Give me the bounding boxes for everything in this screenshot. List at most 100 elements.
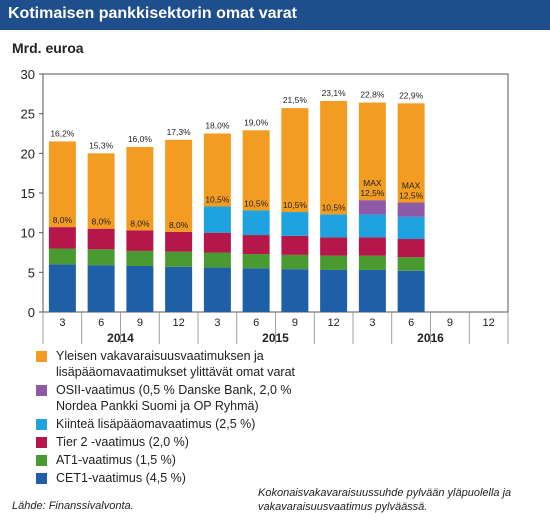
total-ratio-label: 19,0% — [244, 117, 269, 127]
y-tick-label: 30 — [21, 67, 35, 82]
bar-segment — [397, 239, 425, 258]
bar-segment — [281, 254, 309, 270]
bar-segment — [165, 266, 193, 312]
bar-segment — [203, 267, 231, 312]
x-tick-label: 12 — [328, 317, 340, 329]
requirement-label: MAX — [363, 178, 382, 188]
x-tick-label: 9 — [292, 317, 298, 329]
bar-segment — [358, 269, 386, 312]
bar-segment — [358, 255, 386, 270]
requirement-label: 8,0% — [91, 217, 111, 227]
bar-segment — [281, 108, 309, 213]
bar-segment — [126, 146, 154, 231]
bar-segment — [87, 249, 115, 266]
total-ratio-label: 17,3% — [167, 127, 192, 137]
bar-segment — [397, 216, 425, 240]
total-ratio-label: 16,2% — [50, 128, 75, 138]
total-ratio-label: 22,8% — [360, 90, 385, 100]
x-tick-label: 6 — [98, 317, 104, 329]
bar-segment — [203, 232, 231, 253]
total-ratio-label: 18,0% — [205, 121, 230, 131]
bar-segment — [242, 210, 270, 236]
y-tick-label: 10 — [21, 226, 35, 241]
x-tick-label: 3 — [59, 317, 65, 329]
source-note: Lähde: Finanssivalvonta. — [12, 500, 134, 512]
bar-segment — [281, 212, 309, 236]
legend-swatch — [36, 455, 47, 466]
x-tick-label: 9 — [137, 317, 143, 329]
requirement-label: 12,5% — [399, 191, 424, 201]
chart-title-bar: Kotimaisen pankkisektorin omat varat — [0, 0, 550, 30]
legend-item: OSII-vaatimus (0,5 % Danske Bank, 2,0 % … — [36, 382, 356, 414]
bar-segment — [320, 269, 348, 312]
requirement-label: 10,5% — [322, 202, 347, 212]
x-tick-label: 3 — [369, 317, 375, 329]
y-tick-label: 0 — [28, 305, 35, 320]
bar-segment — [203, 206, 231, 233]
bar-segment — [397, 257, 425, 271]
x-tick-label: 12 — [483, 317, 495, 329]
legend-item: AT1-vaatimus (1,5 %) — [36, 452, 356, 468]
bar-segment — [358, 200, 386, 215]
legend-swatch — [36, 437, 47, 448]
legend-label: OSII-vaatimus (0,5 % Danske Bank, 2,0 % … — [56, 383, 292, 413]
requirement-label: 10,5% — [244, 198, 269, 208]
chart-svg: 0 5 10 15 20 25 30 16,2% 8,0% 3 15,3% 8,0% 6 16,0% 8,0… — [21, 67, 509, 345]
requirement-label: 8,0% — [53, 215, 73, 225]
legend-swatch — [36, 351, 47, 362]
chart-title: Kotimaisen pankkisektorin omat varat — [8, 5, 297, 22]
total-ratio-label: 22,9% — [399, 90, 424, 100]
total-ratio-label: 23,1% — [322, 88, 347, 98]
bar-segment — [242, 130, 270, 211]
total-ratio-label: 16,0% — [128, 134, 153, 144]
requirement-label: 10,5% — [283, 200, 308, 210]
bar-segment — [320, 214, 348, 238]
y-tick-label: 25 — [21, 107, 35, 122]
legend-swatch — [36, 385, 47, 396]
bar-segment — [358, 237, 386, 256]
legend-label: Kiinteä lisäpääomavaatimus (2,5 %) — [56, 417, 256, 431]
bar-segment — [320, 100, 348, 215]
x-tick-label: 6 — [408, 317, 414, 329]
bar-segment — [48, 141, 76, 228]
bar-segment — [165, 139, 193, 232]
legend-label: Yleisen vakavaraisuusvaatimuksen ja lisä… — [56, 349, 295, 379]
x-tick-label: 9 — [447, 317, 453, 329]
requirement-label: 12,5% — [360, 188, 385, 198]
total-ratio-label: 15,3% — [89, 140, 114, 150]
y-tick-label: 5 — [28, 265, 35, 280]
bar-segment — [397, 202, 425, 217]
legend-item: Tier 2 -vaatimus (2,0 %) — [36, 434, 356, 450]
bar-segment — [126, 230, 154, 251]
legend-item: Kiinteä lisäpääomavaatimus (2,5 %) — [36, 416, 356, 432]
legend-label: AT1-vaatimus (1,5 %) — [56, 453, 176, 467]
legend-item: CET1-vaatimus (4,5 %) — [36, 470, 356, 486]
y-tick-label: 20 — [21, 146, 35, 161]
bar-segment — [48, 264, 76, 312]
bar-segment — [203, 252, 231, 268]
y-tick-label: 15 — [21, 186, 35, 201]
legend-item: Yleisen vakavaraisuusvaatimuksen ja lisä… — [36, 348, 356, 380]
legend-label: Tier 2 -vaatimus (2,0 %) — [56, 435, 189, 449]
bar-segment — [397, 270, 425, 312]
requirement-label: 8,0% — [169, 220, 189, 230]
footnote: Kokonaisvakavaraisuussuhde pylvään yläpu… — [258, 487, 512, 513]
legend-swatch — [36, 473, 47, 484]
bar-segment — [242, 235, 270, 255]
requirement-label: MAX — [402, 181, 421, 191]
bar-segment — [320, 255, 348, 270]
bar-segment — [87, 265, 115, 312]
bar-segment — [281, 235, 309, 255]
unit-label: Mrd. euroa — [12, 40, 84, 56]
x-tick-label: 3 — [214, 317, 220, 329]
bar-segment — [165, 251, 193, 267]
year-label: 2015 — [262, 331, 289, 345]
x-tick-label: 12 — [173, 317, 185, 329]
bar-segment — [48, 248, 76, 265]
bar-segment — [242, 254, 270, 269]
bar-segment — [281, 269, 309, 312]
bar-segment — [242, 268, 270, 312]
bar-segment — [87, 153, 115, 229]
year-label: 2016 — [417, 331, 444, 345]
bar-segment — [87, 228, 115, 250]
